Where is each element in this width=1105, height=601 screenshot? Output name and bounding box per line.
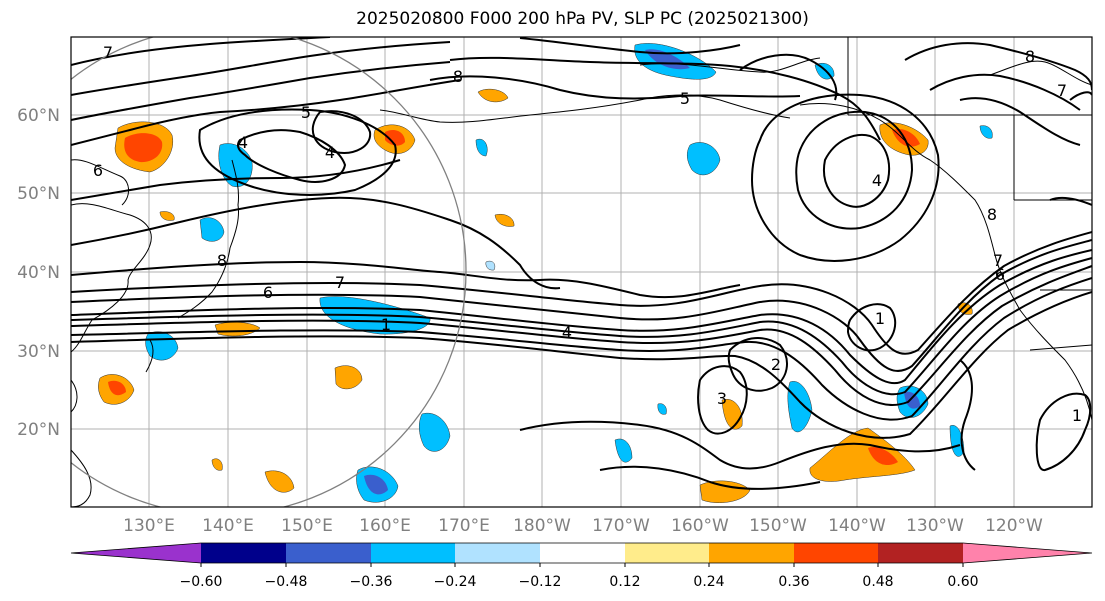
map-frame: [70, 36, 1093, 508]
pv-positive-blob: [264, 470, 295, 493]
colorbar-tick-label: 0.12: [609, 574, 640, 590]
coastlines: [71, 37, 1092, 507]
contour-label: 8: [453, 67, 463, 86]
lon-label: 140°W: [828, 516, 886, 536]
slp-contours: [71, 37, 1092, 490]
colorbar-segment: [371, 543, 455, 563]
colorbar-tick-label: −0.24: [434, 574, 477, 590]
contour-label: 1: [875, 309, 885, 328]
colorbar: [70, 542, 1093, 567]
pv-positive-blob: [809, 427, 916, 482]
colorbar-segment: [455, 543, 540, 563]
contour-label: 5: [680, 89, 690, 108]
pv-negative-blob: [485, 260, 496, 271]
contour-label: 7: [993, 251, 1003, 270]
map-title: 2025020800 F000 200 hPa PV, SLP PC (2025…: [356, 9, 809, 29]
lon-label: 140°E: [202, 516, 254, 536]
colorbar-segment: [71, 543, 201, 563]
contour-label: 1: [1072, 406, 1082, 425]
colorbar-tick-label: −0.48: [265, 574, 308, 590]
lon-label: 130°W: [906, 516, 964, 536]
pv-positive-blob: [957, 302, 973, 315]
pv-negative-blob: [687, 142, 721, 176]
lat-label: 50°N: [17, 184, 60, 204]
lon-label: 160°E: [359, 516, 411, 536]
colorbar-segment: [201, 543, 286, 563]
pv-positive-blob: [477, 88, 509, 103]
contour-label: 3: [717, 389, 727, 408]
contour-label: 7: [335, 273, 345, 292]
colorbar-tick-label: 0.36: [778, 574, 809, 590]
pv-negative-blob: [657, 403, 667, 415]
pv-negative-blob: [614, 438, 633, 463]
lat-label: 40°N: [17, 263, 60, 283]
pv-negative-blob: [199, 217, 225, 242]
contour-labels: 7 8 5 4 6 8 7 6 1 4 2 3 4 7 6 1 7 8 5 4 …: [93, 43, 1082, 425]
colorbar-tick-label: −0.60: [180, 574, 223, 590]
lon-label: 120°W: [985, 516, 1043, 536]
pv-negative-core: [364, 474, 388, 495]
pv-negative-blob: [475, 138, 488, 157]
contour-label: 7: [1057, 81, 1067, 100]
pv-negative-blob: [979, 125, 993, 139]
contour-label: 2: [771, 355, 781, 374]
colorbar-segment: [878, 543, 963, 563]
colorbar-ticks: −0.60 −0.48 −0.36 −0.24 −0.12 0.12 0.24 …: [180, 574, 979, 590]
contour-label: 8: [987, 205, 997, 224]
pv-positive-core: [868, 446, 898, 466]
contour-label: 6: [995, 265, 1005, 284]
contour-label: 8: [1025, 47, 1035, 66]
colorbar-tick-label: 0.48: [862, 574, 893, 590]
colorbar-segment: [625, 543, 709, 563]
colorbar-tick-label: 0.24: [693, 574, 724, 590]
contour-label: 4: [562, 323, 572, 342]
contour-label: 8: [217, 251, 227, 270]
colorbar-tick-label: −0.12: [519, 574, 562, 590]
colorbar-segment: [794, 543, 878, 563]
lon-label: 160°W: [671, 516, 729, 536]
lon-label: 150°E: [281, 516, 333, 536]
lon-label: 130°E: [123, 516, 175, 536]
pv-positive-core: [385, 130, 405, 146]
colorbar-segment: [540, 543, 625, 563]
lon-label: 180°W: [513, 516, 571, 536]
pv-positive-core: [892, 128, 920, 147]
pv-positive-blob: [211, 458, 223, 471]
contour-label: 4: [238, 133, 248, 152]
contour-label: 6: [263, 283, 273, 302]
contour-label: 4: [872, 171, 882, 190]
range-circle: [71, 37, 467, 507]
pv-positive-blob: [494, 214, 515, 227]
lat-label: 60°N: [17, 106, 60, 126]
pv-positive-blob: [159, 211, 175, 221]
contour-label: 1: [381, 315, 391, 334]
lat-label: 30°N: [17, 342, 60, 362]
lat-labels: 60°N 50°N 40°N 30°N 20°N: [17, 106, 60, 440]
pv-positive-core: [124, 133, 163, 163]
pv-positive-blob: [334, 365, 363, 390]
pv-positive-blob: [699, 480, 751, 503]
lon-label: 170°E: [438, 516, 490, 536]
lon-label: 170°W: [592, 516, 650, 536]
colorbar-segment: [286, 543, 371, 563]
lon-labels: 130°E 140°E 150°E 160°E 170°E 180°W 170°…: [123, 516, 1043, 536]
contour-label: 4: [325, 143, 335, 162]
colorbar-tick-label: 0.60: [947, 574, 978, 590]
pv-negative-core: [904, 391, 920, 409]
contour-label: 7: [103, 43, 113, 62]
pv-negative-blob: [419, 412, 451, 452]
pv-positive-core: [108, 380, 126, 396]
contour-label: 5: [301, 103, 311, 122]
colorbar-segment: [709, 543, 794, 563]
lat-label: 20°N: [17, 420, 60, 440]
lon-label: 150°W: [749, 516, 807, 536]
contour-label: 6: [93, 161, 103, 180]
colorbar-tick-label: −0.36: [350, 574, 393, 590]
colorbar-segment: [963, 543, 1092, 563]
